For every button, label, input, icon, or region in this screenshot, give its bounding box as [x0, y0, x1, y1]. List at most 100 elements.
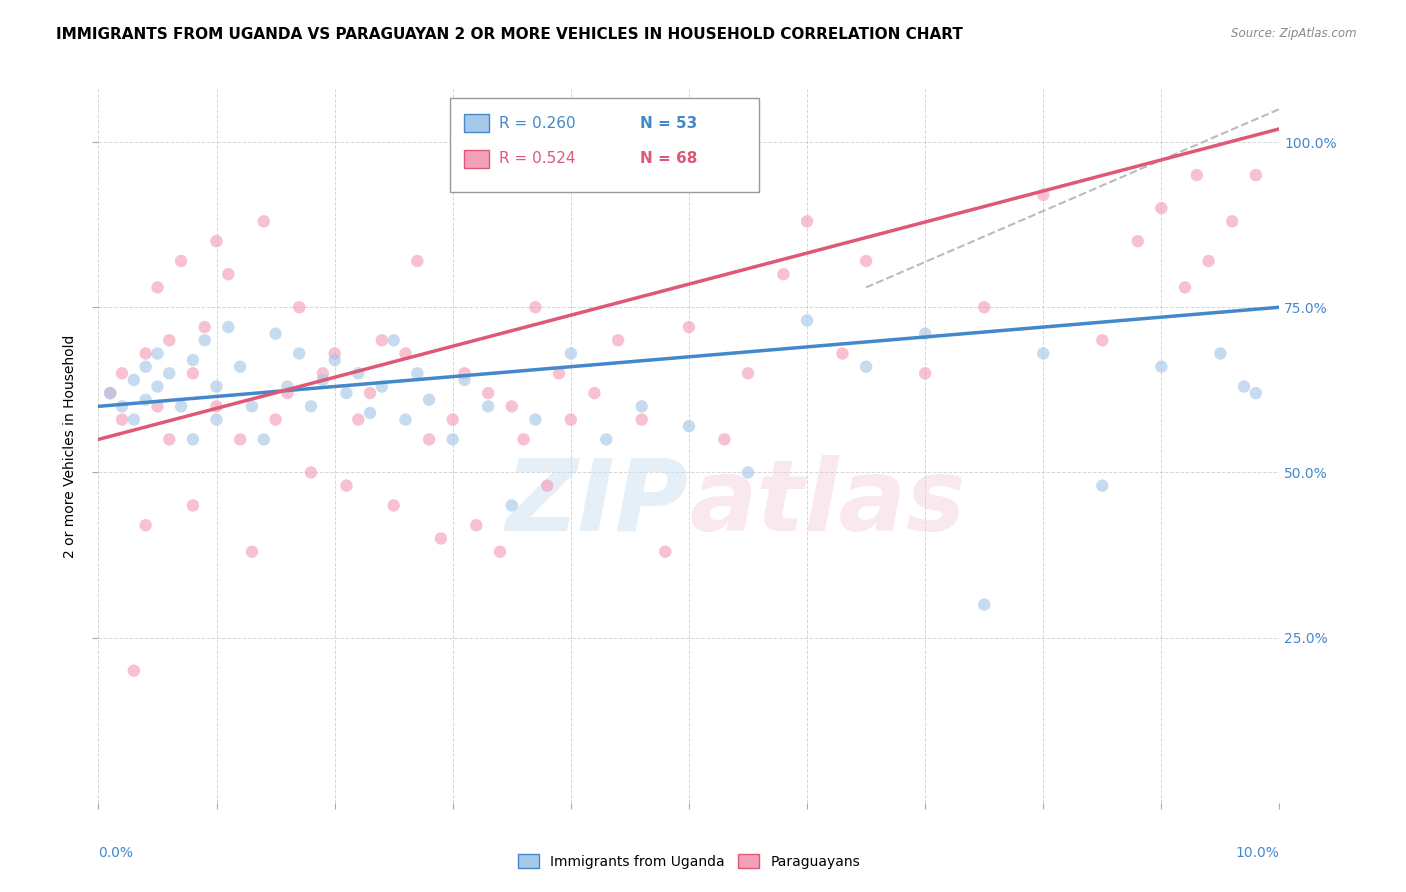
Point	[194, 320, 217, 334]
Point	[371, 333, 394, 347]
Point	[371, 379, 394, 393]
Point	[264, 412, 287, 426]
Point	[312, 367, 335, 381]
Point	[441, 412, 464, 426]
Point	[359, 406, 381, 420]
Point	[595, 433, 617, 447]
Point	[772, 267, 794, 281]
Point	[98, 386, 121, 401]
Point	[122, 373, 145, 387]
Point	[146, 280, 169, 294]
Point	[973, 598, 995, 612]
Point	[796, 214, 818, 228]
Point	[973, 300, 995, 314]
Point	[394, 412, 416, 426]
Point	[135, 518, 157, 533]
Point	[453, 367, 475, 381]
Point	[1174, 280, 1197, 294]
Point	[157, 367, 180, 381]
Point	[288, 346, 311, 360]
Point	[323, 346, 346, 360]
Point	[347, 367, 370, 381]
Text: R = 0.260: R = 0.260	[499, 116, 575, 130]
Point	[430, 532, 453, 546]
Point	[1126, 234, 1149, 248]
Point	[217, 320, 239, 334]
Point	[1032, 188, 1054, 202]
Point	[111, 400, 134, 414]
Point	[157, 433, 180, 447]
Point	[146, 346, 169, 360]
Point	[713, 433, 735, 447]
Point	[737, 466, 759, 480]
Point	[737, 367, 759, 381]
Point	[394, 346, 416, 360]
Point	[524, 300, 547, 314]
Point	[678, 419, 700, 434]
Point	[170, 254, 193, 268]
Point	[1150, 359, 1173, 374]
Point	[1091, 333, 1114, 347]
Point	[122, 412, 145, 426]
Point	[524, 412, 547, 426]
Point	[489, 545, 512, 559]
Point	[1244, 386, 1267, 401]
Point	[418, 433, 440, 447]
Point	[501, 400, 523, 414]
Point	[288, 300, 311, 314]
Text: atlas: atlas	[689, 455, 966, 551]
Point	[560, 412, 582, 426]
Point	[654, 545, 676, 559]
Point	[276, 386, 298, 401]
Point	[453, 373, 475, 387]
Point	[122, 664, 145, 678]
Point	[465, 518, 488, 533]
Point	[477, 386, 499, 401]
Y-axis label: 2 or more Vehicles in Household: 2 or more Vehicles in Household	[63, 334, 77, 558]
Point	[359, 386, 381, 401]
Point	[111, 367, 134, 381]
Point	[1150, 201, 1173, 215]
Point	[855, 359, 877, 374]
Text: 10.0%: 10.0%	[1236, 846, 1279, 860]
Point	[382, 499, 405, 513]
Point	[135, 359, 157, 374]
Point	[796, 313, 818, 327]
Point	[1091, 478, 1114, 492]
Point	[111, 412, 134, 426]
Point	[253, 433, 276, 447]
Point	[240, 545, 263, 559]
Point	[146, 400, 169, 414]
Point	[831, 346, 853, 360]
Text: IMMIGRANTS FROM UGANDA VS PARAGUAYAN 2 OR MORE VEHICLES IN HOUSEHOLD CORRELATION: IMMIGRANTS FROM UGANDA VS PARAGUAYAN 2 O…	[56, 27, 963, 42]
Point	[299, 400, 322, 414]
Point	[276, 379, 298, 393]
Point	[607, 333, 630, 347]
Point	[347, 412, 370, 426]
Text: N = 53: N = 53	[640, 116, 697, 130]
Point	[630, 412, 652, 426]
Point	[253, 214, 276, 228]
Point	[914, 367, 936, 381]
Point	[98, 386, 121, 401]
Point	[205, 412, 228, 426]
Point	[548, 367, 571, 381]
Point	[382, 333, 405, 347]
Point	[441, 433, 464, 447]
Point	[229, 359, 252, 374]
Point	[194, 333, 217, 347]
Point	[217, 267, 239, 281]
Text: R = 0.524: R = 0.524	[499, 152, 575, 166]
Point	[1198, 254, 1220, 268]
Point	[560, 346, 582, 360]
Point	[181, 353, 204, 368]
Point	[583, 386, 606, 401]
Point	[146, 379, 169, 393]
Point	[157, 333, 180, 347]
Point	[477, 400, 499, 414]
Point	[512, 433, 534, 447]
Point	[536, 478, 558, 492]
Point	[501, 499, 523, 513]
Point	[406, 367, 429, 381]
Point	[312, 373, 335, 387]
